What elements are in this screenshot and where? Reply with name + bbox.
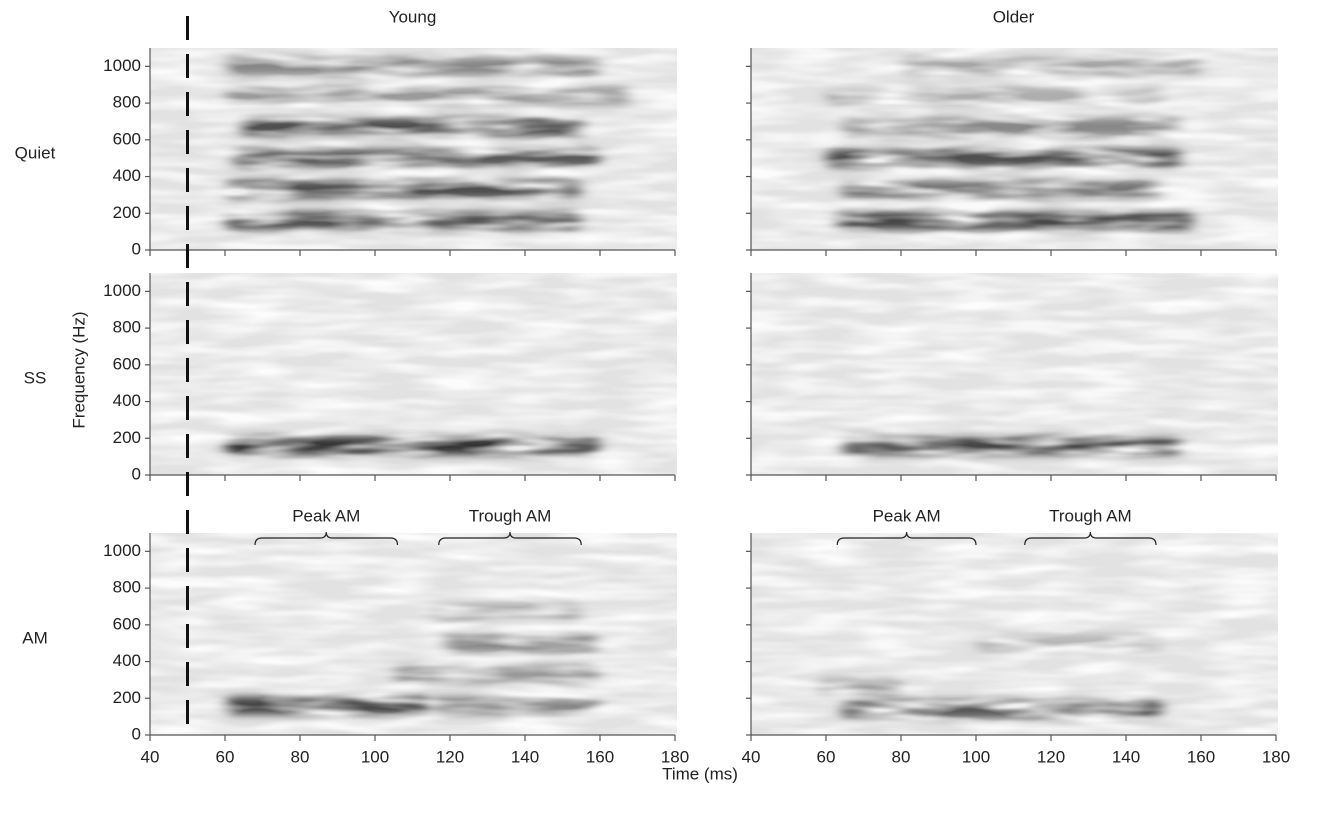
- x-tick-label: 160: [586, 747, 614, 766]
- x-tick-label: 120: [1037, 747, 1065, 766]
- x-tick-label: 40: [141, 747, 160, 766]
- x-tick-label: 80: [291, 747, 310, 766]
- bracket: [1024, 531, 1157, 546]
- panel: 0 200 400 600 800 1000: [103, 273, 677, 483]
- texture: [751, 273, 1278, 475]
- y-tick-label: 600: [113, 129, 141, 148]
- panel: [746, 48, 1278, 256]
- y-tick-label: 1000: [103, 56, 141, 75]
- row-label: Quiet: [15, 143, 56, 162]
- texture: [150, 533, 677, 735]
- y-tick-label: 200: [113, 688, 141, 707]
- plot-area: [751, 533, 1278, 735]
- y-tick-label: 800: [113, 318, 141, 337]
- plot-area: [150, 48, 677, 250]
- y-tick-label: 800: [113, 578, 141, 597]
- y-tick-label: 200: [113, 428, 141, 447]
- panel: [746, 273, 1278, 481]
- annotation: Peak AM: [873, 506, 941, 525]
- plot-area: [150, 273, 677, 475]
- column-title: Young: [389, 7, 437, 26]
- x-tick-label: 180: [1262, 747, 1290, 766]
- x-tick-label: 60: [817, 747, 836, 766]
- panel: 0 200 400 600 800 1000 40 60 80 100 120 140 160 180 Pe…: [103, 506, 689, 766]
- y-tick-label: 1000: [103, 541, 141, 560]
- row-label: SS: [24, 368, 47, 387]
- plot-area: [150, 533, 677, 735]
- column-title: Older: [993, 7, 1035, 26]
- y-tick-label: 600: [113, 614, 141, 633]
- x-tick-label: 100: [361, 747, 389, 766]
- y-tick-label: 400: [113, 651, 141, 670]
- bracket: [836, 531, 977, 546]
- x-tick-label: 140: [1112, 747, 1140, 766]
- bracket: [438, 531, 582, 546]
- panel: 40 60 80 100 120 140 160 180 Peak AM Trough AM: [742, 506, 1291, 766]
- x-axis-label: Time (ms): [662, 764, 738, 783]
- annotation: Trough AM: [469, 506, 552, 525]
- x-tick-label: 80: [892, 747, 911, 766]
- texture: [150, 48, 677, 250]
- y-tick-label: 800: [113, 93, 141, 112]
- x-tick-label: 40: [742, 747, 761, 766]
- row-label: AM: [22, 628, 48, 647]
- y-tick-label: 400: [113, 391, 141, 410]
- y-tick-label: 0: [132, 464, 141, 483]
- texture: [751, 533, 1278, 735]
- plot-area: [751, 273, 1278, 475]
- x-tick-label: 180: [661, 747, 689, 766]
- y-tick-label: 1000: [103, 281, 141, 300]
- x-tick-label: 100: [962, 747, 990, 766]
- annotation: Peak AM: [292, 506, 360, 525]
- bracket: [254, 531, 399, 546]
- annotation: Trough AM: [1049, 506, 1132, 525]
- x-tick-label: 60: [216, 747, 235, 766]
- y-tick-label: 200: [113, 203, 141, 222]
- y-tick-label: 0: [132, 724, 141, 743]
- y-tick-label: 0: [132, 239, 141, 258]
- texture: [751, 48, 1278, 250]
- x-tick-label: 140: [511, 747, 539, 766]
- y-tick-label: 600: [113, 354, 141, 373]
- panel: 0 200 400 600 800 1000: [103, 48, 677, 258]
- y-tick-label: 400: [113, 166, 141, 185]
- x-tick-label: 120: [436, 747, 464, 766]
- texture: [150, 273, 677, 475]
- plot-area: [751, 48, 1278, 250]
- y-axis-label: Frequency (Hz): [69, 311, 88, 428]
- x-tick-label: 160: [1187, 747, 1215, 766]
